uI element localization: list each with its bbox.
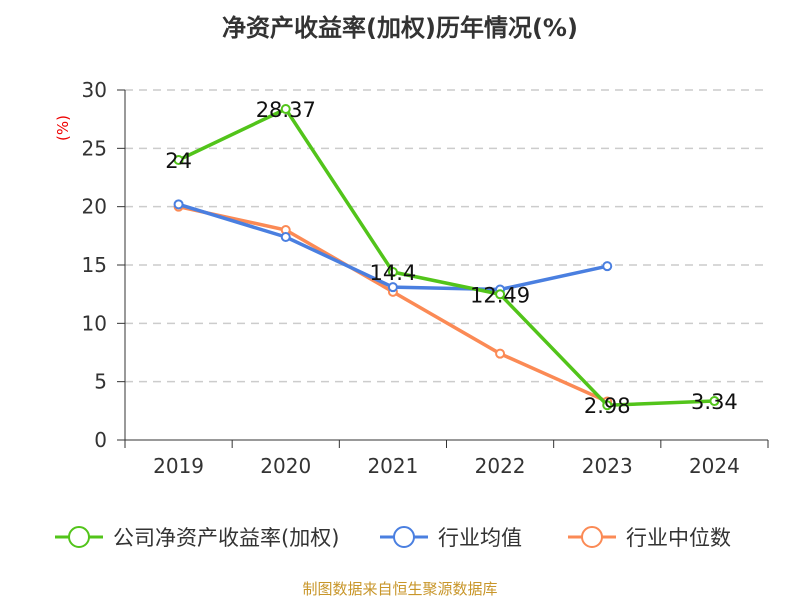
x-tick-label: 2024 [689,454,740,478]
data-label: 12.49 [470,283,530,307]
data-label: 2.98 [584,394,631,418]
data-point [602,261,613,272]
legend-label: 行业中位数 [626,526,731,550]
data-label: 14.4 [370,261,417,285]
chart-title: 净资产收益率(加权)历年情况(%) [222,14,578,42]
data-label: 24 [165,149,192,173]
legend-label: 公司净资产收益率(加权) [113,526,339,550]
x-tick-label: 2023 [582,454,633,478]
data-point [495,289,506,300]
y-tick-label: 20 [82,195,107,219]
legend-label: 行业均值 [438,526,522,550]
series-line [177,106,715,408]
legend-marker [393,526,415,548]
x-tick-label: 2022 [475,454,526,478]
data-point [280,232,291,242]
y-axis-label: (%) [54,115,72,141]
legend-marker [581,526,603,548]
data-point [387,267,398,277]
legend-marker [68,526,90,548]
data-point [387,282,398,293]
y-tick-label: 15 [82,253,107,277]
y-tick-label: 5 [94,370,107,394]
x-tick-label: 2019 [153,454,204,478]
data-label: 3.34 [691,390,738,414]
series-line [178,204,608,404]
source-note: 制图数据来自恒生聚源数据库 [302,580,498,598]
data-point [602,400,613,411]
x-tick-label: 2021 [367,454,418,478]
y-tick-label: 25 [82,136,107,160]
y-tick-label: 10 [82,311,107,335]
data-label: 28.37 [256,98,316,122]
data-point [173,155,184,165]
data-point [495,348,506,359]
data-point [280,104,291,115]
y-tick-label: 30 [82,78,107,102]
data-point [173,199,184,210]
x-tick-label: 2020 [260,454,311,478]
y-tick-label: 0 [94,428,107,452]
data-point [709,396,720,407]
